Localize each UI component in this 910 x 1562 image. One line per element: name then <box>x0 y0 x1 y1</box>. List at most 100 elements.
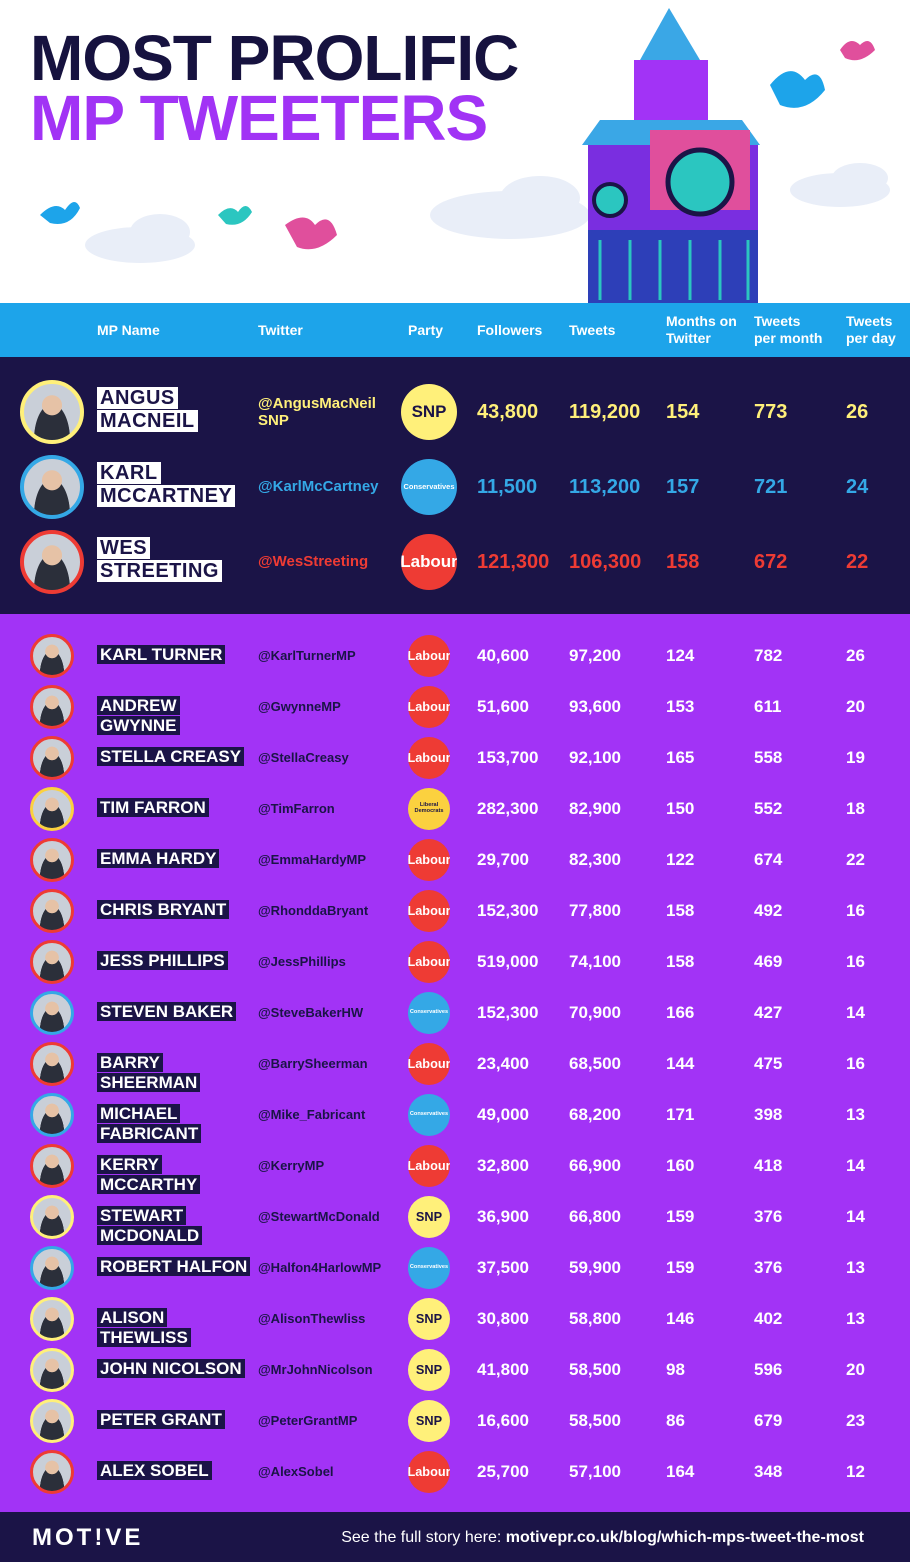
mp-name: ANDREW GWYNNE <box>97 696 257 735</box>
mp-name: STEWART MCDONALD <box>97 1206 257 1245</box>
stat-followers: 32,800 <box>477 1156 529 1175</box>
stat-tweets: 68,500 <box>569 1054 621 1073</box>
avatar <box>30 889 74 933</box>
tower <box>582 8 760 303</box>
column-header: Tweets per day <box>846 303 906 357</box>
stat-months: 98 <box>666 1360 685 1379</box>
footer: MOT!VE See the full story here: motivepr… <box>0 1512 910 1562</box>
stat-tweets: 119,200 <box>569 401 641 423</box>
stat-tweets: 59,900 <box>569 1258 621 1277</box>
clouds <box>85 163 890 263</box>
mp-name-text: STEVEN BAKER <box>97 1002 237 1021</box>
stat-per-month: 721 <box>754 476 788 498</box>
mp-name-text: ANDREW GWYNNE <box>97 696 180 735</box>
avatar <box>30 1093 74 1137</box>
stat-followers: 29,700 <box>477 850 529 869</box>
stat-followers: 282,300 <box>477 799 539 818</box>
party-logo: Labour <box>408 839 450 881</box>
stat-followers: 121,300 <box>477 551 550 573</box>
party-logo: Labour <box>401 534 457 590</box>
stat-followers: 41,800 <box>477 1360 529 1379</box>
avatar <box>30 787 74 831</box>
column-header: Twitter <box>258 303 378 357</box>
twitter-handle: @TimFarron <box>258 801 335 816</box>
stat-followers: 152,300 <box>477 901 539 920</box>
party-logo: Conservatives <box>401 459 457 515</box>
column-header-text: Months on Twitter <box>666 313 737 346</box>
stat-followers: 51,600 <box>477 697 529 716</box>
column-header: Months on Twitter <box>666 303 746 357</box>
mp-name: EMMA HARDY <box>97 849 257 869</box>
stat-per-day: 14 <box>846 1003 865 1022</box>
mp-name-text: ALEX SOBEL <box>97 1461 212 1480</box>
stat-months: 154 <box>666 401 700 423</box>
stat-tweets: 113,200 <box>569 476 641 498</box>
twitter-handle: @Halfon4HarlowMP <box>258 1260 382 1275</box>
stat-per-month: 348 <box>754 1462 783 1481</box>
twitter-handle: @StellaCreasy <box>258 750 349 765</box>
mp-name-text: MICHAEL FABRICANT <box>97 1104 202 1143</box>
party-logo: Labour <box>408 635 450 677</box>
stat-per-day: 16 <box>846 1054 865 1073</box>
party-logo: Labour <box>408 1451 450 1493</box>
stat-months: 124 <box>666 646 695 665</box>
mp-name-text: WES STREETING <box>97 537 222 582</box>
stat-per-month: 611 <box>754 697 782 716</box>
stat-per-day: 22 <box>846 551 869 573</box>
stat-followers: 153,700 <box>477 748 539 767</box>
stat-tweets: 106,300 <box>569 551 642 573</box>
mp-name: TIM FARRON <box>97 798 257 818</box>
stat-per-month: 679 <box>754 1411 783 1430</box>
column-header-text: Tweets per month <box>754 313 823 346</box>
stat-per-month: 376 <box>754 1207 783 1226</box>
twitter-handle: @KarlMcCartney <box>258 478 379 495</box>
avatar <box>30 1144 74 1188</box>
twitter-handle: @AngusMacNeil SNP <box>258 395 376 429</box>
twitter-handle: @KerryMP <box>258 1158 325 1173</box>
stat-months: 122 <box>666 850 695 869</box>
footer-prefix: See the full story here: <box>341 1529 502 1546</box>
stat-tweets: 82,300 <box>569 850 621 869</box>
mp-name-text: ROBERT HALFON <box>97 1257 251 1276</box>
footer-link[interactable]: motivepr.co.uk/blog/which-mps-tweet-the-… <box>505 1529 864 1546</box>
stat-per-day: 13 <box>846 1309 865 1328</box>
birds <box>40 41 875 250</box>
stat-per-day: 12 <box>846 1462 865 1481</box>
stat-tweets: 97,200 <box>569 646 621 665</box>
party-logo: Conservatives <box>408 1247 450 1289</box>
stat-months: 150 <box>666 799 695 818</box>
avatar <box>30 991 74 1035</box>
twitter-handle: @PeterGrantMP <box>258 1413 358 1428</box>
mp-name: WES STREETING <box>97 537 222 583</box>
party-logo: SNP <box>408 1196 450 1238</box>
stat-followers: 152,300 <box>477 1003 539 1022</box>
stat-per-day: 20 <box>846 697 865 716</box>
footer-text: See the full story here: motivepr.co.uk/… <box>341 1529 864 1547</box>
avatar <box>30 940 74 984</box>
decoration <box>40 8 890 303</box>
mp-name-text: EMMA HARDY <box>97 849 220 868</box>
stat-tweets: 58,800 <box>569 1309 621 1328</box>
twitter-handle: @WesStreeting <box>258 553 369 570</box>
mp-name: STEVEN BAKER <box>97 1002 257 1022</box>
stat-months: 164 <box>666 1462 695 1481</box>
stat-per-month: 418 <box>754 1156 783 1175</box>
mp-name-text: KERRY MCCARTHY <box>97 1155 201 1194</box>
stat-tweets: 66,800 <box>569 1207 621 1226</box>
stat-months: 144 <box>666 1054 695 1073</box>
mp-name: KERRY MCCARTHY <box>97 1155 257 1194</box>
column-header-text: Party <box>408 321 444 338</box>
mp-name-text: KARL TURNER <box>97 645 226 664</box>
column-header-text: Tweets <box>569 321 616 338</box>
stat-per-month: 402 <box>754 1309 783 1328</box>
stat-per-month: 672 <box>754 551 788 573</box>
twitter-handle: @AlisonThewliss <box>258 1311 366 1326</box>
mp-name-text: JESS PHILLIPS <box>97 951 228 970</box>
stat-followers: 16,600 <box>477 1411 529 1430</box>
avatar <box>30 736 74 780</box>
stat-months: 158 <box>666 952 695 971</box>
stat-tweets: 58,500 <box>569 1411 621 1430</box>
mp-name-text: ALISON THEWLISS <box>97 1308 191 1347</box>
mp-name-text: STEWART MCDONALD <box>97 1206 203 1245</box>
